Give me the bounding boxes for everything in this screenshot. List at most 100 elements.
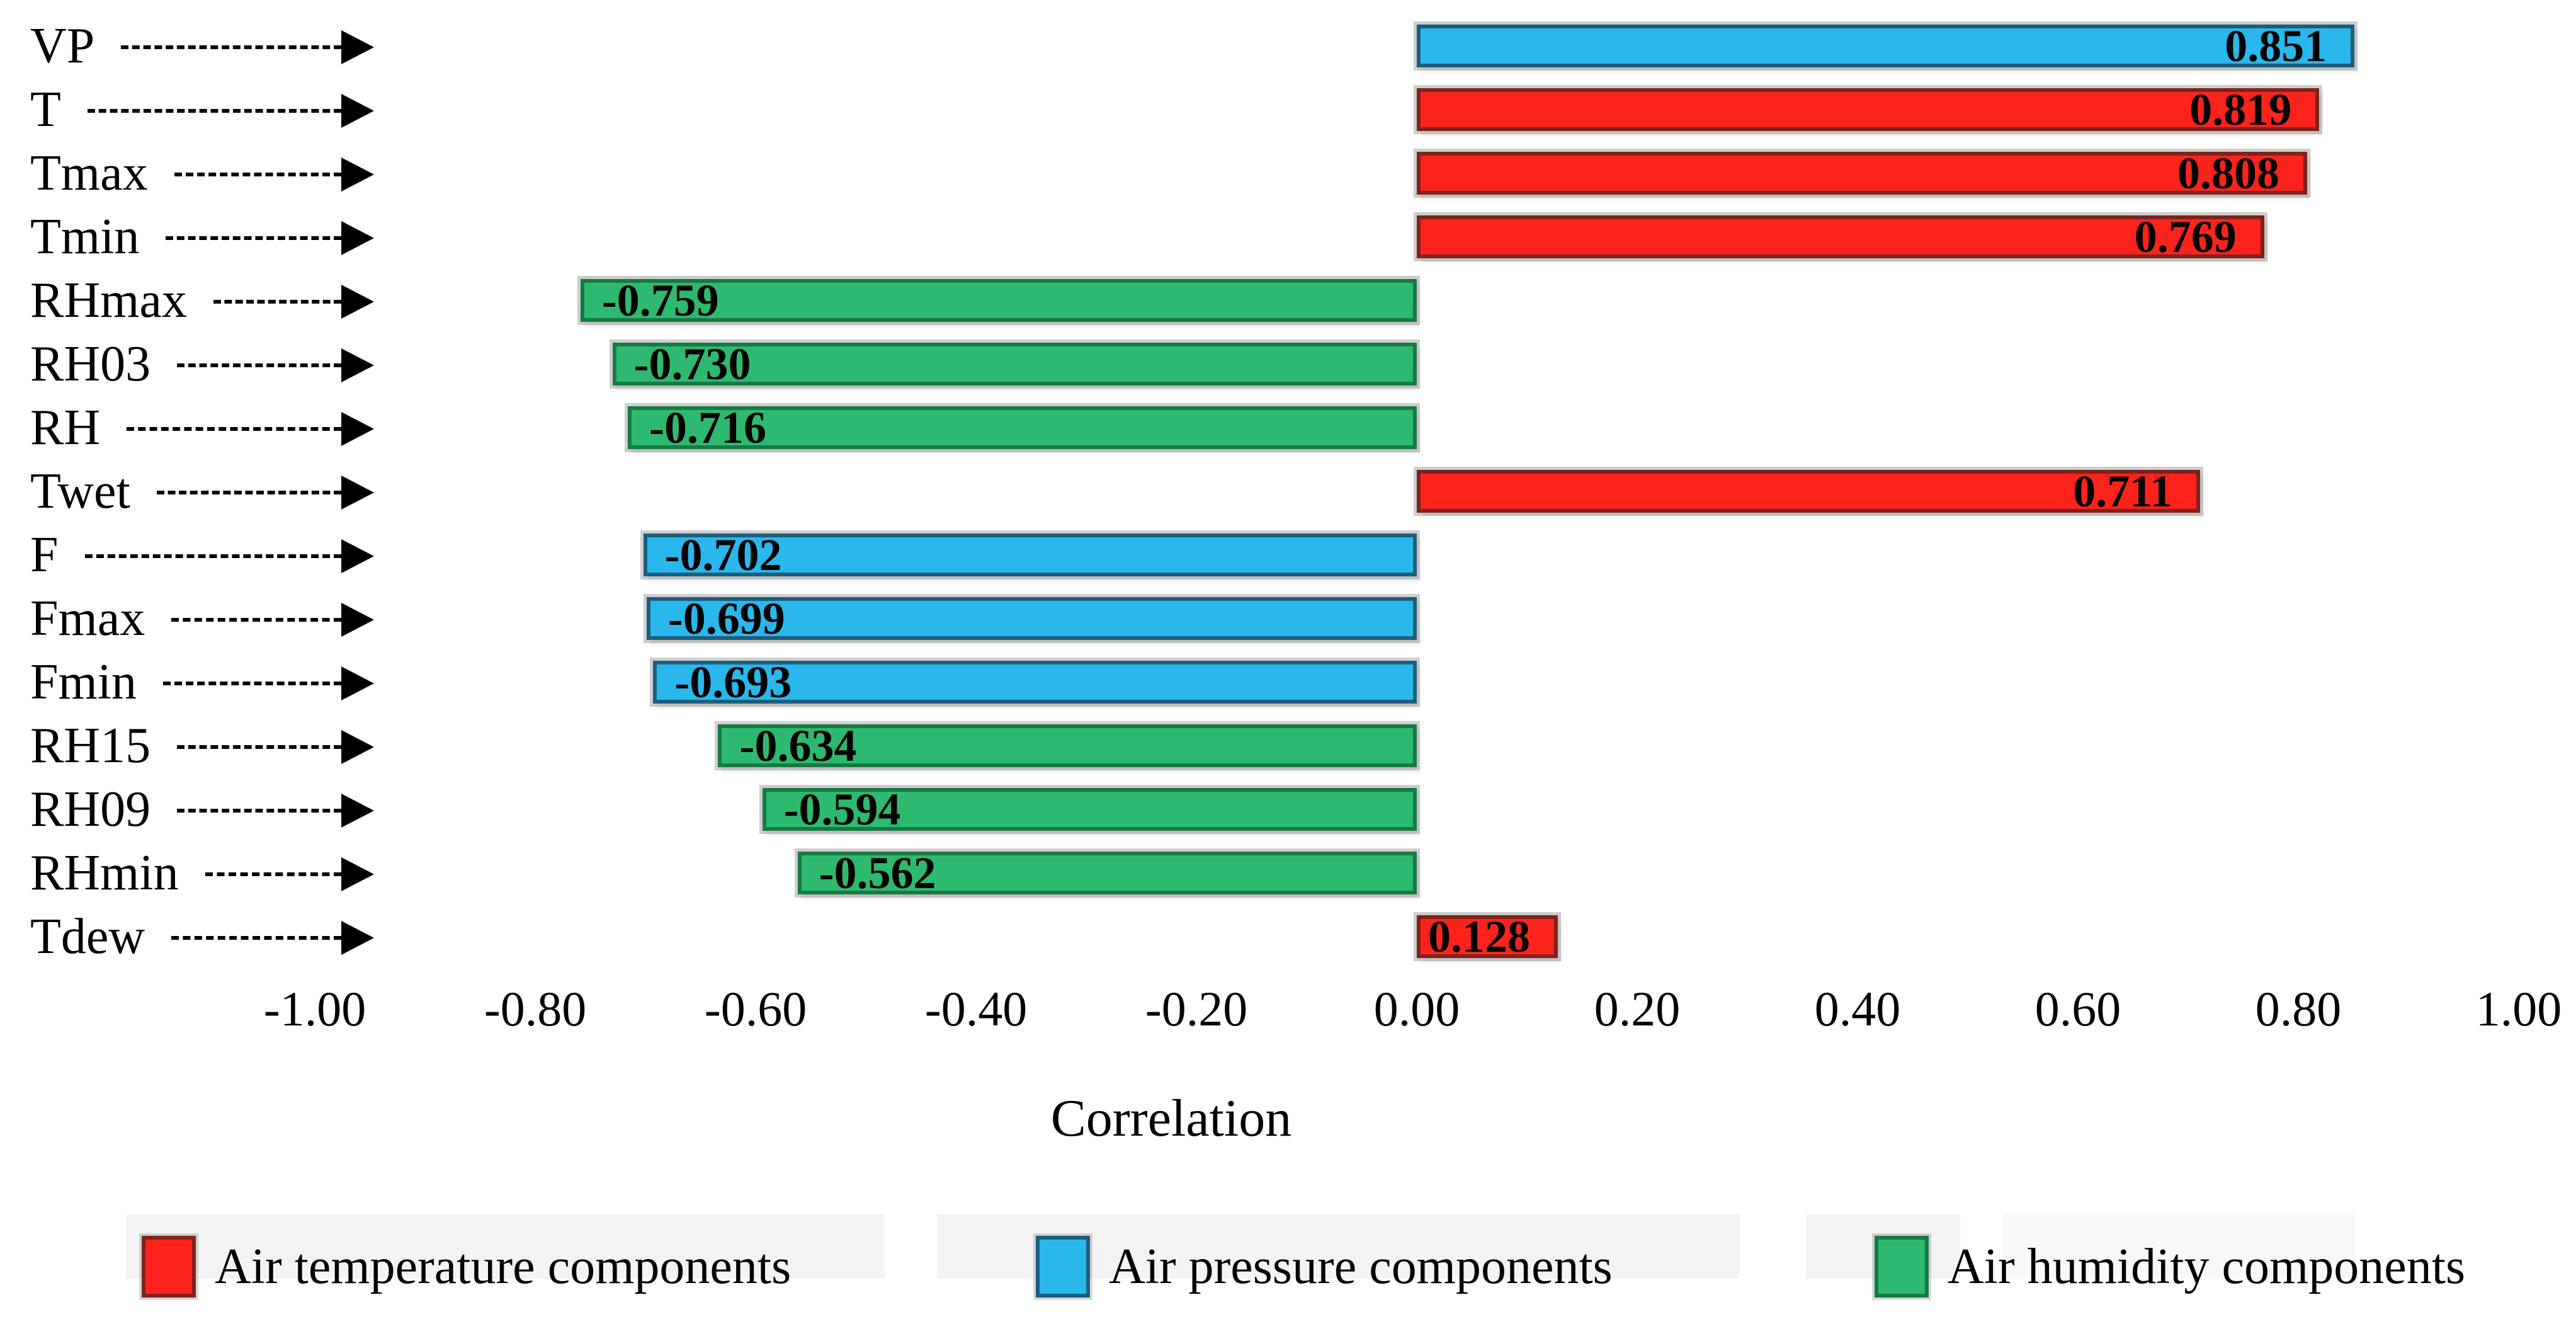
bar-value-label: -0.759: [601, 275, 719, 326]
bar-value-label: -0.730: [633, 338, 751, 389]
x-tick-label: -0.20: [1145, 981, 1248, 1036]
x-tick-label: -0.60: [704, 981, 807, 1036]
x-tick-label: -0.80: [484, 981, 587, 1036]
dashed-leader-line: [162, 681, 341, 685]
arrowhead-icon: [341, 411, 374, 446]
bar-Tdew: 0.128: [1417, 911, 1558, 962]
x-tick-label: 0.40: [1814, 981, 1901, 1036]
arrowhead-icon: [341, 920, 374, 955]
category-row-F: F: [14, 523, 378, 586]
category-row-Fmax: Fmax: [14, 586, 378, 650]
bar-value-label: 0.711: [2073, 465, 2173, 516]
bar-Tmax: 0.808: [1417, 147, 2307, 198]
category-label: F: [30, 527, 59, 583]
category-row-T: T: [14, 77, 378, 141]
x-tick-label: 1.00: [2475, 981, 2562, 1036]
arrowhead-icon: [341, 348, 374, 382]
legend-swatch-humidity: [1875, 1236, 1929, 1298]
arrowhead-icon: [341, 539, 374, 573]
dashed-leader-line: [171, 617, 341, 622]
category-row-Fmin: Fmin: [14, 650, 378, 714]
category-row-RH09: RH09: [14, 777, 378, 841]
bar-Fmax: -0.699: [646, 593, 1417, 644]
bar-value-label: -0.699: [667, 593, 785, 644]
bar-Fmin: -0.693: [653, 656, 1417, 707]
bar-T: 0.819: [1417, 84, 2320, 135]
arrowhead-icon: [341, 857, 374, 891]
legend-ghost-band: [2002, 1214, 2355, 1279]
category-row-Tdew: Tdew: [14, 905, 378, 968]
bar-RH15: -0.634: [718, 720, 1417, 771]
arrowhead-icon: [341, 793, 374, 828]
legend-label: Air humidity components: [1948, 1239, 2466, 1294]
bar-RHmin: -0.562: [797, 850, 1417, 896]
x-tick-label: -0.40: [924, 981, 1028, 1036]
bar-Tmin: 0.769: [1417, 211, 2264, 262]
dashed-leader-line: [121, 45, 341, 49]
category-label: T: [30, 81, 61, 137]
arrowhead-icon: [341, 30, 374, 64]
legend-label: Air temperature components: [215, 1239, 792, 1294]
category-row-Tmax: Tmax: [14, 141, 378, 205]
legend: Air temperature components Air pressure c…: [0, 1236, 2576, 1299]
bar-value-label: 0.808: [2177, 147, 2279, 198]
dashed-leader-line: [174, 172, 341, 176]
dashed-leader-line: [177, 363, 341, 367]
dashed-leader-line: [213, 299, 341, 304]
bar-value-label: -0.634: [739, 720, 857, 771]
bar-RH: -0.716: [628, 402, 1417, 453]
category-label: RH15: [30, 717, 151, 773]
legend-label: Air pressure components: [1109, 1239, 1613, 1294]
category-label: Fmin: [30, 654, 137, 710]
category-row-RH03: RH03: [14, 332, 378, 396]
category-label: RH03: [30, 336, 151, 392]
plot-area: 0.851 0.819 0.808 0.769 -0.759 -0.730 -0.716 0.…: [315, 14, 2519, 968]
bar-value-label: 0.769: [2134, 211, 2237, 262]
bar-VP: 0.851: [1417, 20, 2355, 71]
legend-item-humidity: Air humidity components: [1875, 1236, 2465, 1298]
x-tick-label: -1.00: [263, 981, 366, 1036]
dashed-leader-line: [84, 554, 341, 558]
category-row-RH: RH: [14, 396, 378, 459]
category-row-RH15: RH15: [14, 714, 378, 777]
bar-value-label: -0.693: [674, 656, 792, 707]
arrowhead-icon: [341, 93, 374, 128]
category-row-Twet: Twet: [14, 459, 378, 523]
category-label: VP: [30, 18, 95, 74]
bar-value-label: 0.851: [2225, 20, 2327, 71]
bar-RH09: -0.594: [762, 784, 1417, 835]
category-row-RHmax: RHmax: [14, 268, 378, 332]
dashed-leader-line: [177, 745, 341, 749]
arrowhead-icon: [341, 157, 374, 191]
legend-item-temperature: Air temperature components: [142, 1236, 791, 1298]
dashed-leader-line: [171, 935, 341, 940]
dashed-leader-line: [156, 490, 341, 494]
legend-swatch-pressure: [1036, 1236, 1090, 1298]
bar-F: -0.702: [643, 532, 1417, 578]
bar-value-label: -0.594: [783, 784, 901, 835]
legend-ghost-band: [126, 1214, 885, 1279]
dashed-leader-line: [166, 236, 341, 240]
bar-RHmax: -0.759: [580, 275, 1417, 326]
x-tick-label: 0.80: [2255, 981, 2342, 1036]
dashed-leader-line: [127, 426, 341, 431]
legend-item-pressure: Air pressure components: [1036, 1236, 1613, 1298]
dashed-leader-line: [87, 108, 341, 113]
arrowhead-icon: [341, 666, 374, 700]
arrowhead-icon: [341, 284, 374, 319]
bar-value-label: 0.128: [1428, 911, 1530, 962]
x-axis-title: Correlation: [1050, 1089, 1292, 1148]
arrowhead-icon: [341, 220, 374, 255]
category-label: RH: [30, 399, 101, 455]
category-label-column: VP T Tmax Tmin RHmax RH03 RH Twet F Fmax Fmin RH15 R…: [14, 14, 378, 968]
arrowhead-icon: [341, 475, 374, 510]
bar-value-label: -0.716: [649, 402, 766, 453]
arrowhead-icon: [341, 602, 374, 637]
x-tick-label: 0.20: [1594, 981, 1681, 1036]
x-tick-label: 0.60: [2034, 981, 2121, 1036]
category-label: RHmin: [30, 845, 179, 901]
bar-Twet: 0.711: [1417, 465, 2201, 516]
dashed-leader-line: [205, 872, 341, 876]
bar-value-label: 0.819: [2189, 84, 2292, 135]
